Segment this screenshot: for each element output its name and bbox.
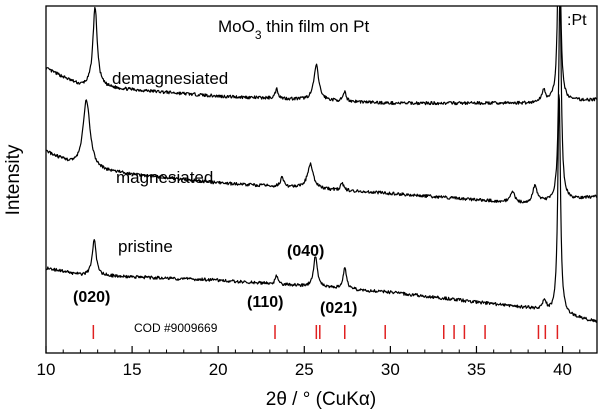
trace-demagnesiated: [46, 6, 597, 106]
x-axis-title: 2θ / ° (CuKα): [266, 389, 376, 410]
x-tick-label: 15: [123, 360, 142, 379]
trace-label-demagnesiated: demagnesiated: [112, 69, 228, 88]
peak-label-021: (021): [320, 300, 357, 317]
x-tick-label: 10: [37, 360, 56, 379]
traces: [46, 6, 597, 323]
title-part-1: MoO: [218, 17, 255, 36]
x-tick-label: 25: [295, 360, 314, 379]
reference-label: COD #9009669: [134, 321, 218, 335]
reference-ticks: [92, 325, 559, 339]
trace-label-magnesiated: magnesiated: [116, 168, 213, 187]
peak-label-020: (020): [73, 289, 110, 306]
x-tick-label: 30: [381, 360, 400, 379]
x-axis-ticks: 10 15 20 25 30 35 40: [37, 346, 581, 379]
peak-label-110: (110): [247, 294, 283, 311]
trace-label-pristine: pristine: [118, 237, 173, 256]
chart-title: MoO3 thin film on Pt: [218, 17, 370, 42]
trace-magnesiated: [46, 6, 597, 204]
x-tick-label: 40: [553, 360, 572, 379]
peak-label-040: (040): [287, 243, 324, 260]
title-part-2: thin film on Pt: [262, 17, 370, 36]
x-tick-label: 35: [467, 360, 486, 379]
pt-marker-label: :Pt: [567, 12, 587, 29]
trace-pristine: [46, 94, 597, 323]
title-subscript: 3: [255, 28, 262, 42]
y-axis-title: Intensity: [3, 144, 24, 215]
x-tick-label: 20: [209, 360, 228, 379]
